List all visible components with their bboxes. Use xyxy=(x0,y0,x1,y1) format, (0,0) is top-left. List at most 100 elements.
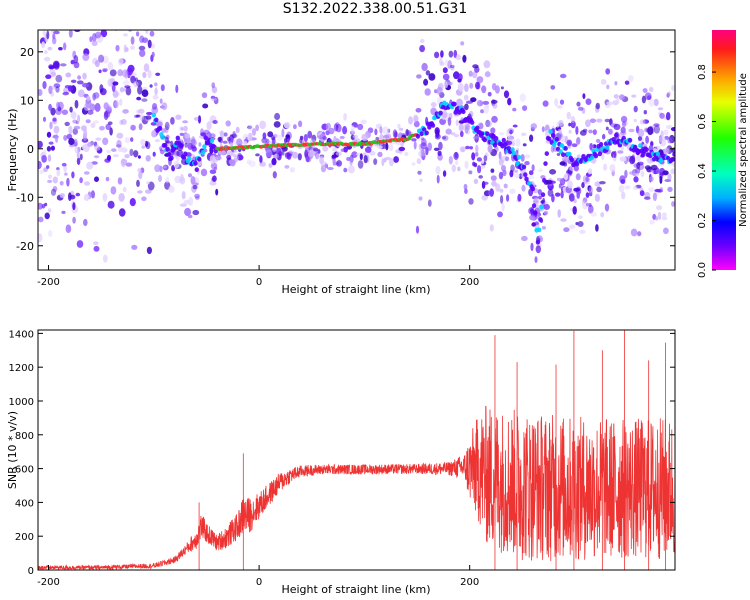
spectrogram-cell xyxy=(670,127,675,132)
spectrogram-cell xyxy=(476,99,484,107)
spectrogram-cell xyxy=(656,205,663,211)
spectrogram-cell xyxy=(209,169,217,174)
spectrogram-cell xyxy=(438,141,443,151)
spectrogram-cell xyxy=(152,94,159,100)
spectrogram-cell xyxy=(85,100,92,109)
spectrogram-cell xyxy=(48,103,52,111)
spectrogram-cell xyxy=(122,69,129,78)
spectrogram-cell xyxy=(109,69,117,77)
spectrogram-cell xyxy=(551,194,555,203)
spectrogram-ridge-cell xyxy=(593,153,599,159)
spectrogram-cell xyxy=(60,15,65,22)
spectrogram-cell xyxy=(98,69,102,74)
spectrogram-cell xyxy=(72,119,78,124)
spectrogram-cell xyxy=(137,85,143,95)
spectrogram-cell xyxy=(90,190,95,199)
spectrogram-cell xyxy=(42,30,46,36)
spectrogram-ridge-cell xyxy=(554,136,560,142)
spectrogram-cell xyxy=(247,125,253,130)
spectrogram-cell xyxy=(259,120,267,130)
spectrogram-ridge-cell xyxy=(605,145,610,151)
spectrogram-cell xyxy=(288,150,295,154)
spectrogram-cell xyxy=(468,170,473,175)
spectrogram-cell xyxy=(40,18,45,24)
spectrogram-cell xyxy=(110,186,117,195)
spectrogram-cell xyxy=(606,101,613,106)
spectrogram-cell xyxy=(111,148,117,152)
snr-marks xyxy=(38,330,675,570)
spectrogram-ridge-cell xyxy=(415,133,421,139)
spectrogram-cell xyxy=(77,114,81,124)
spectrogram-cell xyxy=(665,112,671,121)
spectrogram-cell xyxy=(183,125,188,132)
spectrogram-cell xyxy=(495,183,501,192)
spectrogram-cell xyxy=(604,118,611,123)
spectrogram-cell xyxy=(94,176,99,182)
spectrogram-cell xyxy=(444,59,449,67)
spectrogram-cell xyxy=(483,60,491,69)
spectrogram-cell xyxy=(566,111,572,120)
spectrogram-cell xyxy=(509,188,516,195)
spectrogram-cell xyxy=(428,73,436,81)
colorbar-tick-label: 0.0 xyxy=(697,262,708,278)
spectrogram-cell xyxy=(567,180,573,189)
spectrogram-cell xyxy=(303,134,308,143)
spectrogram-cell xyxy=(540,200,545,204)
spectrogram-cell xyxy=(588,142,595,151)
spectrogram-cell xyxy=(588,204,594,214)
spectrogram-cell xyxy=(92,120,99,124)
spectrogram-cell xyxy=(56,167,60,171)
spectrogram-cell xyxy=(226,155,232,160)
spectrogram-cell xyxy=(46,19,51,25)
spectrogram-cell xyxy=(91,40,98,47)
spectrogram-cell xyxy=(70,59,75,65)
spectrogram-panel: -200 0 200 20 10 0 -10 -20 Height of straight l… xyxy=(6,0,676,296)
spectrogram-cell xyxy=(106,149,111,154)
spectrogram-cell xyxy=(87,141,93,147)
spectrogram-x-tick-label: -200 xyxy=(37,277,60,288)
spectrogram-cell xyxy=(124,85,131,89)
spectrogram-ridge-cell xyxy=(539,204,544,210)
spectrogram-cell xyxy=(582,197,588,203)
spectrogram-ridge-cell xyxy=(550,133,556,138)
spectrogram-cell xyxy=(475,144,479,153)
spectrogram-cell xyxy=(62,42,67,51)
spectrogram-cell xyxy=(138,123,143,131)
spectrogram-cell xyxy=(637,231,642,237)
spectrogram-cell xyxy=(663,147,670,155)
colorbar-label: Normalized spectral amplitude xyxy=(738,73,749,227)
spectrogram-ridge-cell xyxy=(538,217,543,222)
spectrogram-cell xyxy=(141,11,148,17)
spectrogram-cell xyxy=(146,111,153,116)
spectrogram-cell xyxy=(483,181,489,185)
spectrogram-x-tick-label: 0 xyxy=(256,277,262,288)
spectrogram-cell xyxy=(128,30,133,32)
spectrogram-cell xyxy=(113,0,118,2)
spectrogram-cell xyxy=(440,61,445,66)
spectrogram-cell xyxy=(38,160,42,170)
spectrogram-cell xyxy=(560,218,567,222)
spectrogram-cell xyxy=(427,142,433,151)
spectrogram-cell xyxy=(91,10,96,18)
spectrogram-cell xyxy=(483,190,491,197)
spectrogram-cell xyxy=(620,126,626,134)
spectrogram-cell xyxy=(416,74,422,79)
spectrogram-cell xyxy=(44,202,48,207)
spectrogram-cell xyxy=(550,85,556,90)
spectrogram-cell xyxy=(320,161,328,169)
spectrogram-cell xyxy=(98,54,105,63)
spectrogram-ridge-cell xyxy=(480,131,485,137)
spectrogram-cell xyxy=(144,30,149,34)
spectrogram-cell xyxy=(332,147,338,152)
spectrogram-cell xyxy=(519,93,526,102)
spectrogram-cell xyxy=(592,129,597,136)
spectrogram-cell xyxy=(464,160,469,169)
snr-x-tick-label: -200 xyxy=(37,577,60,588)
spectrogram-cell xyxy=(413,140,417,150)
spectrogram-cell xyxy=(61,210,66,214)
spectrogram-cell xyxy=(575,222,579,226)
spectrogram-cell xyxy=(464,103,469,111)
spectrogram-ridge-cell xyxy=(419,131,424,137)
spectrogram-y-tick-label: -20 xyxy=(16,240,34,253)
spectrogram-cell xyxy=(473,162,478,168)
